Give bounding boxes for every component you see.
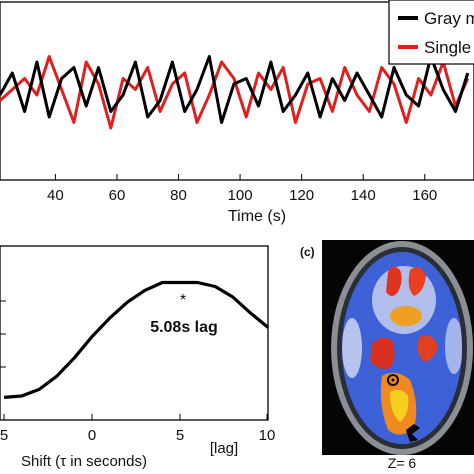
legend-box xyxy=(388,0,474,65)
legend-label-single: Single xyxy=(424,38,471,57)
x-tick-label-120: 120 xyxy=(289,187,314,204)
series-line-gray-matter xyxy=(0,55,470,124)
x-tick-label-160: 160 xyxy=(412,187,437,204)
slice-caption: Z= 6 xyxy=(388,455,417,471)
mid-activation-right xyxy=(417,335,438,362)
lag-unit-label: [lag] xyxy=(210,440,238,457)
mid-activation-left xyxy=(370,337,395,369)
posterior-activation-core xyxy=(390,389,409,422)
cross-correlation-y-ticks xyxy=(0,300,6,368)
x-tick-label-140: 140 xyxy=(351,187,376,204)
seed-region-marker xyxy=(387,374,399,386)
activation-map xyxy=(342,252,462,444)
cross-correlation-line xyxy=(3,280,270,399)
right-pale-region xyxy=(445,318,462,374)
cross-correlation-x-label: Shift (τ in seconds) xyxy=(21,453,147,470)
cross-correlation-panel: 5 0 5 10 * 5.08s lag Shift (τ in seconds) [… xyxy=(0,245,275,470)
x-tick-label-60: 60 xyxy=(109,187,126,204)
left-pale-region xyxy=(342,318,362,378)
time-series-x-ticks: 40 60 80 100 120 140 160 xyxy=(47,174,437,204)
time-series-plot-frame xyxy=(0,1,474,181)
cross-correlation-plot-frame xyxy=(0,245,269,421)
seed-region-center xyxy=(391,378,395,382)
peak-cluster-marker xyxy=(406,424,420,442)
shift-tick-label-0: 5 xyxy=(0,427,8,444)
panel-c-label: (c) xyxy=(300,245,315,259)
frontal-activation-center xyxy=(390,306,422,326)
time-series-x-label: Time (s) xyxy=(228,208,286,225)
frontal-activation-left xyxy=(386,266,402,296)
time-series-panel: 40 60 80 100 120 140 160 Time (s) Gray m Singl… xyxy=(0,0,474,225)
x-tick-label-40: 40 xyxy=(47,187,64,204)
brain-map-panel: (c) Z= 6 xyxy=(300,240,474,471)
cross-correlation-x-ticks: 5 0 5 10 xyxy=(0,414,275,444)
shift-tick-label-1: 0 xyxy=(88,427,96,444)
shift-tick-label-2: 5 xyxy=(176,427,184,444)
peak-lag-annotation: 5.08s lag xyxy=(150,319,218,336)
x-tick-label-80: 80 xyxy=(170,187,187,204)
cross-correlation-curve xyxy=(3,280,270,399)
x-tick-label-100: 100 xyxy=(228,187,253,204)
legend-label-gray-matter: Gray m xyxy=(424,9,474,28)
frontal-activation-right xyxy=(408,267,426,296)
time-series-lines xyxy=(0,55,470,130)
legend: Gray m Single xyxy=(388,0,474,65)
shift-tick-label-3: 10 xyxy=(259,427,276,444)
series-line-single xyxy=(0,55,470,130)
peak-marker: * xyxy=(180,292,186,309)
